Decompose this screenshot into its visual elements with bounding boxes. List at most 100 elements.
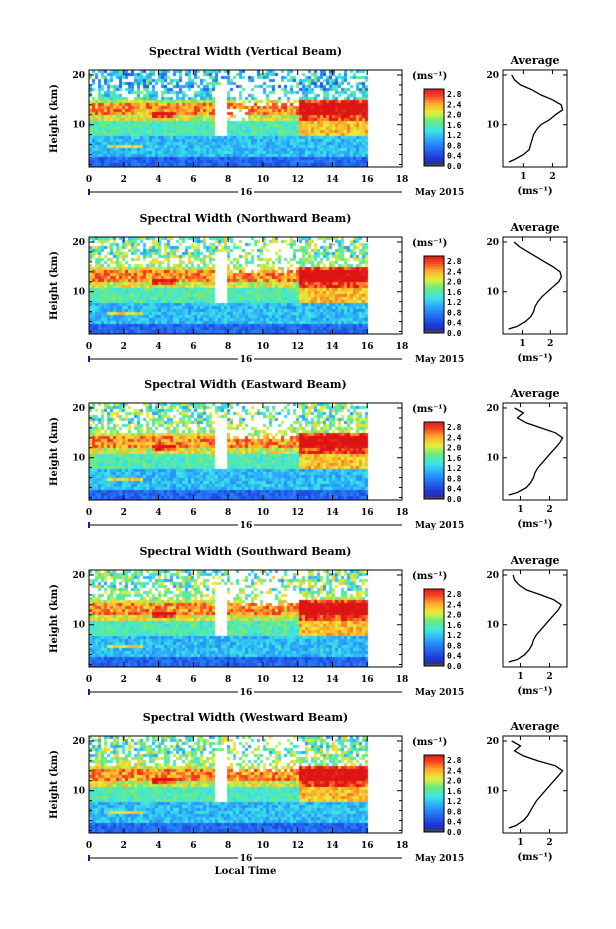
- colorbar-tick-label: 2.4: [447, 100, 462, 109]
- panel-title: Spectral Width (Eastward Beam): [144, 378, 346, 391]
- colorbar-swatch: [424, 330, 444, 334]
- colorbar-tick-label: 2.8: [447, 423, 462, 432]
- colorbar-swatch: [424, 483, 444, 487]
- colorbar-swatch: [424, 135, 444, 139]
- colorbar-tick-label: 1.2: [447, 631, 462, 640]
- colorbar-swatch: [424, 101, 444, 105]
- colorbar-swatch: [424, 658, 444, 662]
- avg-y-tick-label: 10: [486, 121, 499, 131]
- avg-y-tick-label: 20: [486, 571, 499, 581]
- heatmap-image: [89, 70, 402, 167]
- day-label: 16: [240, 188, 253, 198]
- x-tick-label: 14: [326, 675, 339, 685]
- colorbar-swatch: [424, 148, 444, 152]
- x-tick-label: 18: [396, 675, 409, 685]
- x-tick-label: 12: [291, 675, 304, 685]
- x-tick-label: 18: [396, 508, 409, 518]
- colorbar-swatch: [424, 91, 444, 95]
- colorbar-swatch: [424, 796, 444, 800]
- day-label: 16: [240, 688, 253, 698]
- colorbar-unit: (ms⁻¹): [412, 571, 447, 582]
- average-profile-line: [508, 407, 564, 496]
- colorbar-unit: (ms⁻¹): [412, 404, 447, 415]
- x-tick-label: 16: [361, 508, 374, 518]
- colorbar-swatch: [424, 452, 444, 456]
- colorbar-swatch: [424, 106, 444, 111]
- colorbar-tick-label: 1.6: [447, 121, 462, 130]
- colorbar-tick-label: 0.8: [447, 308, 462, 317]
- colorbar-swatch: [424, 450, 444, 454]
- average-x-label: (ms⁻¹): [517, 852, 552, 863]
- y-tick-label: 20: [72, 737, 85, 747]
- colorbar-swatch: [424, 112, 444, 116]
- colorbar-swatch: [424, 488, 444, 492]
- colorbar-swatch: [424, 96, 444, 100]
- colorbar-swatch: [424, 322, 444, 326]
- colorbar-swatch: [424, 816, 444, 820]
- colorbar-tick-label: 2.0: [447, 777, 462, 786]
- colorbar-swatch: [424, 424, 444, 428]
- average-title: Average: [509, 54, 559, 67]
- average-axes: [502, 69, 568, 168]
- colorbar-tick-label: 1.6: [447, 454, 462, 463]
- x-tick-label: 14: [326, 508, 339, 518]
- colorbar-swatch: [424, 491, 444, 495]
- heatmap-axes: [88, 735, 403, 834]
- colorbar-tick-label: 1.2: [447, 797, 462, 806]
- colorbar-swatch: [424, 455, 444, 459]
- colorbar-frame: [423, 255, 445, 334]
- x-tick-label: 16: [361, 675, 374, 685]
- y-tick-label: 10: [72, 621, 85, 631]
- colorbar-swatch: [424, 271, 444, 275]
- x-tick-label: 0: [86, 508, 92, 518]
- colorbar-swatch: [424, 432, 444, 436]
- colorbar-swatch: [424, 109, 444, 113]
- avg-x-tick-label: 1: [517, 838, 523, 848]
- x-tick-label: 12: [291, 342, 304, 352]
- colorbar-swatch: [424, 806, 444, 810]
- colorbar-tick-label: 1.6: [447, 621, 462, 630]
- x-tick-label: 16: [361, 175, 374, 185]
- colorbar-swatch: [424, 460, 444, 464]
- day-label-bg: [238, 686, 254, 696]
- panel-3: Spectral Width (Southward Beam)1020Heigh…: [49, 545, 568, 698]
- panel-2: Spectral Width (Eastward Beam)1020Height…: [49, 378, 568, 531]
- colorbar-swatch: [424, 325, 444, 329]
- colorbar-unit: (ms⁻¹): [412, 71, 447, 82]
- colorbar-swatch: [424, 427, 444, 431]
- colorbar-swatch: [424, 826, 444, 830]
- average-title: Average: [509, 221, 559, 234]
- average-x-label: (ms⁻¹): [517, 186, 552, 197]
- avg-y-tick-label: 10: [486, 454, 499, 464]
- colorbar-swatch: [424, 775, 444, 779]
- panel-4: Spectral Width (Westward Beam)1020Height…: [49, 711, 568, 877]
- colorbar-swatch: [424, 496, 444, 500]
- colorbar-swatch: [424, 279, 444, 283]
- colorbar-swatch: [424, 160, 444, 164]
- colorbar-swatch: [424, 470, 444, 474]
- y-axis-label: Height (km): [49, 584, 60, 653]
- colorbar-swatch: [424, 137, 444, 141]
- avg-x-tick-label: 1: [519, 339, 525, 349]
- heatmap-image: [89, 736, 402, 833]
- colorbar-tick-label: 2.0: [447, 444, 462, 453]
- average-axes: [502, 402, 568, 501]
- colorbar-swatch: [424, 635, 444, 639]
- x-tick-label: 0: [86, 342, 92, 352]
- day-label: 16: [240, 854, 253, 864]
- colorbar-swatch: [424, 655, 444, 659]
- colorbar-swatch: [424, 767, 444, 771]
- x-tick-label: 12: [291, 841, 304, 851]
- colorbar-swatch: [424, 755, 444, 759]
- colorbar-swatch: [424, 821, 444, 825]
- colorbar-swatch: [424, 601, 444, 605]
- colorbar-swatch: [424, 630, 444, 634]
- colorbar-swatch: [424, 132, 444, 136]
- colorbar-swatch: [424, 302, 444, 306]
- x-tick-label: 8: [225, 342, 231, 352]
- colorbar-swatch: [424, 465, 444, 469]
- colorbar-tick-label: 0.4: [447, 818, 462, 827]
- average-title: Average: [509, 720, 559, 733]
- colorbar-swatch: [424, 312, 444, 316]
